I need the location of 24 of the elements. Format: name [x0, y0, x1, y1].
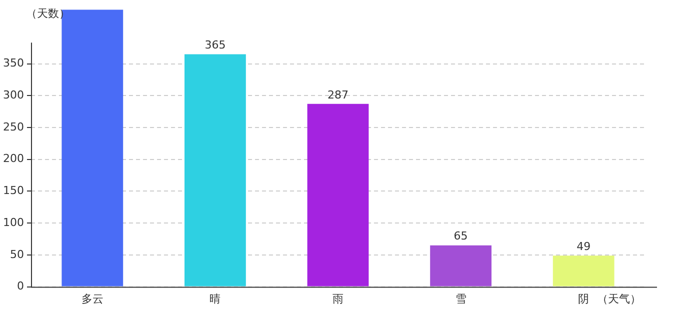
x-axis-title: （天气） — [597, 292, 641, 306]
bar — [430, 245, 492, 286]
y-tick-label: 300 — [2, 88, 24, 102]
y-tick-label: 350 — [2, 56, 24, 70]
y-tick-label: 150 — [2, 184, 24, 198]
y-tick-label: 100 — [2, 216, 24, 229]
x-tick-label: 雨 — [332, 292, 344, 306]
x-tick-label: 晴 — [210, 292, 221, 306]
x-tick-label: 雪 — [455, 292, 466, 306]
x-tick-label: 多云 — [81, 292, 104, 306]
bar — [184, 54, 246, 286]
data-label: 49 — [576, 240, 591, 253]
y-axis-title: （天数） — [26, 6, 70, 20]
y-tick-label: 0 — [16, 280, 24, 293]
y-tick-label: 250 — [2, 120, 24, 134]
bar — [307, 104, 369, 286]
y-tick-label: 50 — [10, 248, 24, 261]
x-tick-label: 阴 — [578, 292, 590, 306]
bar — [552, 256, 614, 286]
data-label: 65 — [454, 230, 468, 243]
y-tick-label: 200 — [2, 152, 24, 166]
data-label: 365 — [204, 38, 226, 52]
data-label: 287 — [328, 88, 348, 102]
bar — [62, 10, 124, 286]
